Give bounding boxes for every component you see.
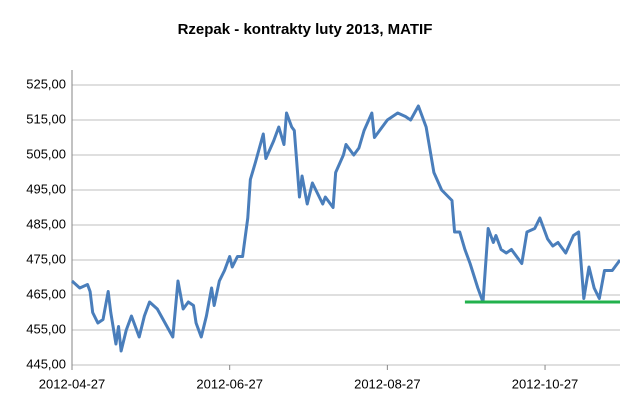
x-tick-label: 2012-10-27 bbox=[512, 376, 579, 391]
x-tick-label: 2012-06-27 bbox=[196, 376, 263, 391]
y-tick-label: 495,00 bbox=[26, 181, 66, 196]
price-line bbox=[70, 104, 620, 353]
y-tick-label: 505,00 bbox=[26, 146, 66, 161]
chart-title: Rzepak - kontrakty luty 2013, MATIF bbox=[178, 21, 433, 38]
y-tick-label: 525,00 bbox=[26, 76, 66, 91]
y-tick-label: 485,00 bbox=[26, 216, 66, 231]
x-tick-label: 2012-08-27 bbox=[354, 376, 421, 391]
y-tick-label: 465,00 bbox=[26, 286, 66, 301]
y-tick-label: 445,00 bbox=[26, 356, 66, 371]
y-tick-label: 455,00 bbox=[26, 321, 66, 336]
y-tick-label: 515,00 bbox=[26, 111, 66, 126]
y-tick-label: 475,00 bbox=[26, 251, 66, 266]
x-tick-label: 2012-04-27 bbox=[39, 376, 106, 391]
